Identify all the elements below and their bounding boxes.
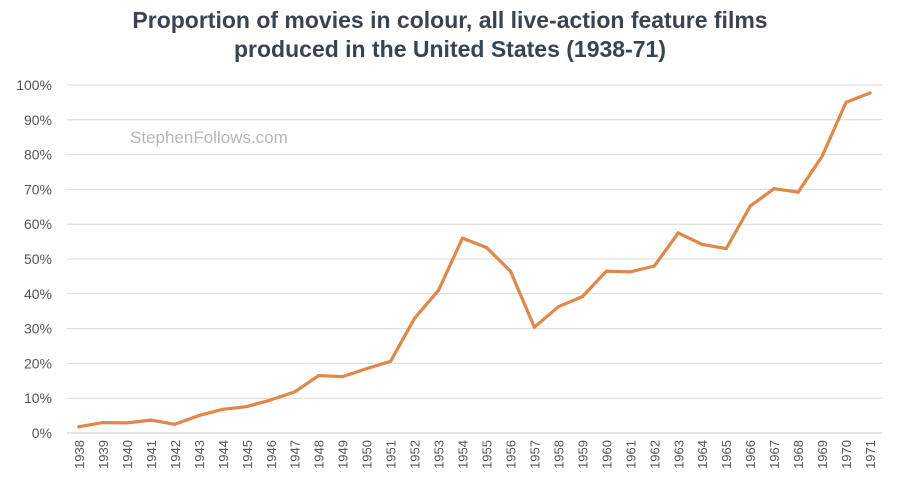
data-point bbox=[389, 359, 393, 363]
data-point bbox=[796, 190, 800, 194]
data-point bbox=[221, 407, 225, 411]
x-tick-label: 1944 bbox=[216, 440, 231, 469]
x-tick-label: 1963 bbox=[671, 440, 686, 469]
x-tick-label: 1957 bbox=[527, 440, 542, 469]
x-tick-label: 1947 bbox=[288, 440, 303, 469]
x-tick-label: 1970 bbox=[839, 440, 854, 469]
x-tick-label: 1955 bbox=[479, 440, 494, 469]
x-tick-label: 1960 bbox=[599, 440, 614, 469]
data-point bbox=[245, 404, 249, 409]
data-point bbox=[460, 236, 465, 240]
x-tick-label: 1971 bbox=[863, 440, 878, 469]
data-point bbox=[484, 245, 489, 250]
data-point bbox=[580, 294, 584, 299]
x-tick-label: 1966 bbox=[743, 440, 758, 469]
chart-title-line-1: Proportion of movies in colour, all live… bbox=[132, 7, 767, 33]
x-tick-label: 1968 bbox=[791, 440, 806, 469]
x-tick-label: 1948 bbox=[312, 440, 327, 469]
y-tick-label: 90% bbox=[24, 112, 52, 128]
y-tick-label: 10% bbox=[24, 390, 52, 406]
x-tick-label: 1969 bbox=[815, 440, 830, 469]
x-tick-label: 1945 bbox=[240, 440, 255, 469]
x-tick-label: 1946 bbox=[264, 440, 279, 469]
data-point bbox=[652, 264, 656, 268]
data-point bbox=[628, 270, 632, 274]
x-tick-label: 1949 bbox=[336, 440, 351, 469]
x-tick-label: 1964 bbox=[695, 440, 710, 469]
x-tick-label: 1961 bbox=[623, 440, 638, 469]
data-point bbox=[556, 305, 560, 309]
watermark: StephenFollows.com bbox=[130, 128, 288, 147]
data-point bbox=[317, 373, 321, 378]
data-point bbox=[101, 420, 105, 425]
y-tick-label: 30% bbox=[24, 321, 52, 337]
data-point bbox=[341, 375, 345, 379]
data-point bbox=[365, 367, 369, 371]
x-tick-label: 1956 bbox=[503, 440, 518, 469]
data-point bbox=[676, 231, 680, 235]
y-tick-label: 70% bbox=[24, 181, 52, 197]
series bbox=[77, 91, 872, 429]
x-tick-label: 1942 bbox=[168, 440, 183, 469]
data-point bbox=[772, 187, 776, 191]
y-tick-label: 80% bbox=[24, 147, 52, 163]
data-point bbox=[532, 325, 537, 329]
data-point bbox=[508, 269, 513, 273]
data-point bbox=[436, 288, 441, 292]
x-tick-label: 1953 bbox=[432, 440, 447, 469]
x-tick-label: 1962 bbox=[647, 440, 662, 469]
y-tick-label: 40% bbox=[24, 286, 52, 302]
x-tick-label: 1967 bbox=[767, 440, 782, 469]
data-point bbox=[412, 316, 417, 320]
y-axis-tick-labels: 0% 10% 20% 30% 40% 50% 60% 70% 80% 90% 100% bbox=[16, 77, 52, 441]
y-tick-label: 0% bbox=[32, 425, 52, 441]
data-point bbox=[724, 246, 728, 251]
data-point bbox=[604, 269, 608, 273]
data-point bbox=[820, 154, 824, 158]
gridlines bbox=[67, 84, 882, 434]
y-tick-label: 60% bbox=[24, 216, 52, 232]
data-point bbox=[77, 425, 81, 429]
data-point bbox=[197, 414, 201, 418]
x-tick-label: 1941 bbox=[144, 440, 159, 469]
x-tick-label: 1940 bbox=[120, 440, 135, 469]
x-tick-label: 1939 bbox=[96, 440, 111, 469]
data-point bbox=[748, 204, 752, 208]
data-point bbox=[868, 91, 872, 95]
y-tick-label: 50% bbox=[24, 251, 52, 267]
x-axis-tick-labels: 1938 1939 1940 1941 1942 1943 1944 1945 1946 1947… bbox=[72, 440, 878, 469]
x-tick-label: 1954 bbox=[456, 440, 471, 469]
data-point bbox=[293, 390, 297, 394]
x-tick-label: 1951 bbox=[384, 440, 399, 469]
chart-title-line-2: produced in the United States (1938-71) bbox=[234, 36, 666, 62]
y-tick-label: 100% bbox=[16, 77, 52, 93]
data-point bbox=[173, 422, 177, 426]
x-tick-label: 1958 bbox=[551, 440, 566, 469]
y-tick-label: 20% bbox=[24, 355, 52, 371]
x-tick-label: 1959 bbox=[575, 440, 590, 469]
x-tick-label: 1965 bbox=[719, 440, 734, 469]
series-line bbox=[77, 91, 872, 429]
data-point bbox=[269, 398, 273, 402]
x-tick-label: 1938 bbox=[72, 440, 87, 469]
data-point bbox=[700, 242, 704, 246]
data-point bbox=[125, 421, 129, 425]
x-tick-label: 1950 bbox=[360, 440, 375, 469]
x-tick-label: 1952 bbox=[408, 440, 423, 469]
data-point bbox=[844, 100, 848, 104]
x-tick-label: 1943 bbox=[192, 440, 207, 469]
data-point bbox=[149, 418, 153, 422]
